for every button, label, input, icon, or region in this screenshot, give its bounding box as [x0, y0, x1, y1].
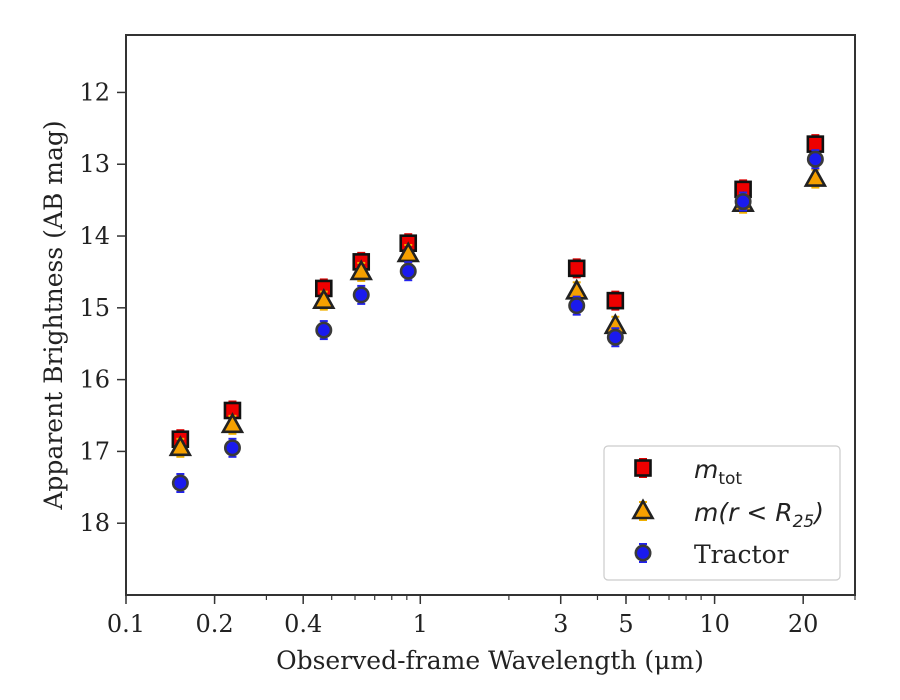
point-tractor: [315, 321, 333, 339]
y-tick-label: 16: [79, 366, 110, 394]
point-tractor: [734, 193, 752, 211]
point-mr25: [349, 259, 373, 281]
point-tractor: [806, 150, 824, 168]
point-tractor: [171, 474, 189, 492]
point-mr25: [220, 412, 245, 434]
y-axis-label: Apparent Brightness (AB mag): [39, 120, 68, 510]
series-mr25: [168, 165, 828, 458]
legend-marker-mr25: [631, 498, 655, 520]
x-tick-label: 20: [788, 610, 819, 638]
legend-marker-tractor: [634, 544, 652, 562]
legend-box: [603, 445, 841, 581]
x-tick-label: 1: [413, 610, 428, 638]
x-tick-label: 5: [618, 610, 633, 638]
point-mtot: [606, 291, 625, 310]
x-tick-label: 0.4: [284, 610, 322, 638]
x-axis-label: Observed-frame Wavelength (μm): [276, 646, 704, 675]
series-mtot: [171, 134, 825, 450]
point-tractor: [606, 328, 624, 346]
x-tick-label: 0.2: [196, 610, 234, 638]
plot-area: [168, 134, 828, 493]
legend-label-mtot: mtot: [694, 455, 742, 489]
point-mr25: [803, 165, 828, 187]
x-tick-label: 10: [699, 610, 730, 638]
legend-marker-mtot: [634, 459, 652, 477]
y-tick-label: 12: [79, 78, 110, 106]
y-tick-label: 18: [79, 509, 110, 537]
y-tick-label: 14: [79, 222, 110, 250]
y-tick-label: 17: [79, 437, 110, 465]
point-tractor: [352, 286, 370, 304]
x-tick-label: 3: [553, 610, 568, 638]
legend-label-tractor: Tractor: [694, 540, 789, 569]
legend: mtot m(r < R25) Tractor: [603, 445, 841, 581]
legend-label-mr25: m(r < R25): [694, 498, 824, 532]
point-mr25: [168, 435, 193, 457]
point-mtot: [567, 259, 586, 278]
point-mr25: [312, 287, 336, 309]
series-tractor: [171, 149, 824, 493]
y-tick-label: 15: [79, 294, 110, 322]
point-tractor: [223, 439, 241, 457]
y-tick-label: 13: [79, 150, 110, 178]
plot-frame: [125, 34, 856, 596]
point-tractor: [568, 297, 586, 315]
point-mr25: [396, 241, 420, 263]
x-tick-label: 0.1: [107, 610, 145, 638]
point-tractor: [399, 262, 417, 280]
